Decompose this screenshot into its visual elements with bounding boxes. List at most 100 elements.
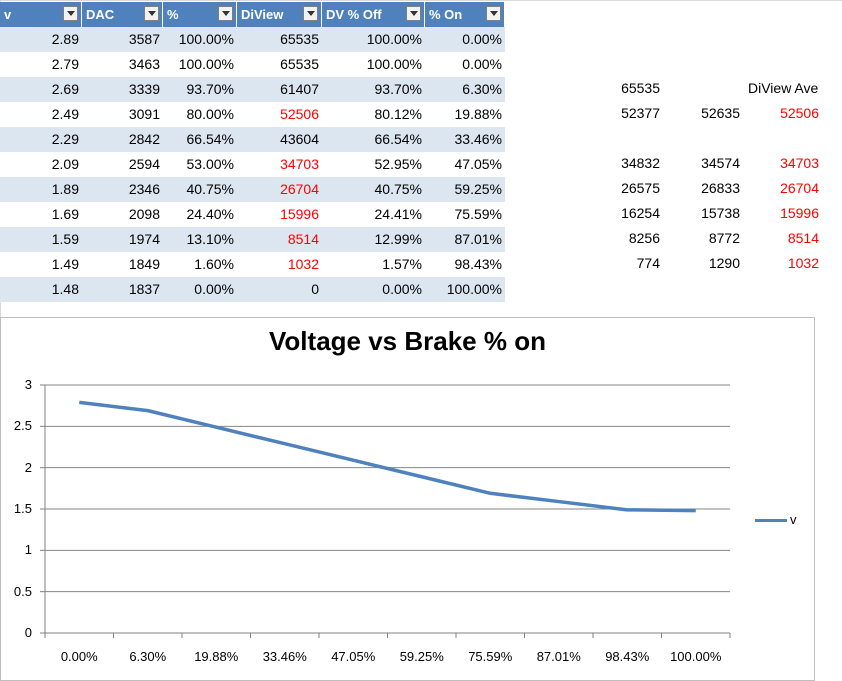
filter-dropdown-icon[interactable] [63,6,78,21]
cell-dac[interactable]: 3091 [128,106,160,122]
side-cell[interactable]: 8514 [787,230,819,246]
cell-pct-on[interactable]: 98.43% [454,256,502,272]
cell-dac[interactable]: 3339 [128,81,160,97]
side-cell[interactable]: 52635 [701,105,740,121]
chart-title: Voltage vs Brake % on [269,326,546,356]
side-cell[interactable]: 1032 [787,255,819,271]
cell-dv-off[interactable]: 40.75% [374,181,422,197]
diview-ave-header[interactable]: DiView Ave [748,80,819,96]
filter-dropdown-icon[interactable] [218,6,233,21]
cell-dac[interactable]: 2346 [128,181,160,197]
cell-pct[interactable]: 0.00% [194,281,234,297]
side-cell[interactable]: 15738 [701,205,740,221]
cell-v[interactable]: 1.89 [51,181,79,197]
cell-pct-on[interactable]: 33.46% [454,131,502,147]
x-tick-label: 87.01% [536,649,581,664]
cell-pct-on[interactable]: 47.05% [454,156,502,172]
cell-dac[interactable]: 2594 [128,156,160,172]
cell-diview[interactable]: 34703 [280,156,319,172]
side-cell[interactable]: 52377 [621,105,660,121]
header-dv-off: DV % Off [322,2,425,27]
cell-pct[interactable]: 100.00% [178,56,234,72]
cell-dv-off[interactable]: 80.12% [374,106,422,122]
cell-pct-on[interactable]: 59.25% [454,181,502,197]
cell-diview[interactable]: 65535 [280,31,319,47]
cell-pct-on[interactable]: 0.00% [462,56,502,72]
side-cell[interactable]: 16254 [621,205,660,221]
cell-diview[interactable]: 61407 [280,81,319,97]
cell-dac[interactable]: 1837 [128,281,160,297]
chart-area[interactable] [0,317,815,681]
cell-pct[interactable]: 80.00% [186,106,234,122]
cell-dac[interactable]: 3587 [128,31,160,47]
cell-dac[interactable]: 1849 [128,256,160,272]
cell-pct[interactable]: 40.75% [186,181,234,197]
cell-v[interactable]: 1.59 [51,231,79,247]
cell-diview[interactable]: 43604 [280,131,319,147]
cell-dv-off[interactable]: 66.54% [374,131,422,147]
cell-v[interactable]: 2.89 [51,31,79,47]
cell-dac[interactable]: 2098 [128,206,160,222]
cell-dac[interactable]: 3463 [128,56,160,72]
side-cell[interactable]: 65535 [621,80,660,96]
filter-dropdown-icon[interactable] [303,6,318,21]
side-cell[interactable]: 26575 [621,180,660,196]
filter-dropdown-icon[interactable] [486,6,501,21]
cell-pct[interactable]: 100.00% [178,31,234,47]
cell-dv-off[interactable]: 100.00% [366,31,422,47]
cell-v[interactable]: 2.79 [51,56,79,72]
cell-dv-off[interactable]: 93.70% [374,81,422,97]
cell-dv-off[interactable]: 24.41% [374,206,422,222]
cell-dv-off[interactable]: 52.95% [374,156,422,172]
cell-v[interactable]: 2.09 [51,156,79,172]
cell-pct-on[interactable]: 87.01% [454,231,502,247]
cell-diview[interactable]: 15996 [280,206,319,222]
side-cell[interactable]: 52506 [780,105,819,121]
cell-dv-off[interactable]: 100.00% [366,56,422,72]
cell-v[interactable]: 2.69 [51,81,79,97]
cell-diview[interactable]: 8514 [287,231,319,247]
cell-pct-on[interactable]: 100.00% [446,281,502,297]
cell-diview[interactable]: 1032 [287,256,319,272]
side-cell[interactable]: 34832 [621,155,660,171]
cell-diview[interactable]: 0 [311,281,319,297]
side-cell[interactable]: 15996 [780,205,819,221]
cell-v[interactable]: 1.69 [51,206,79,222]
side-cell[interactable]: 26833 [701,180,740,196]
side-cell[interactable]: 34703 [780,155,819,171]
cell-pct-on[interactable]: 75.59% [454,206,502,222]
cell-diview[interactable]: 26704 [280,181,319,197]
filter-dropdown-icon[interactable] [406,6,421,21]
cell-diview[interactable]: 52506 [280,106,319,122]
filter-dropdown-icon[interactable] [144,6,159,21]
series-line-v [79,400,696,513]
cell-pct[interactable]: 53.00% [186,156,234,172]
cell-pct-on[interactable]: 0.00% [462,31,502,47]
side-cell[interactable]: 8256 [628,230,660,246]
cell-pct-on[interactable]: 6.30% [462,81,502,97]
side-cell[interactable]: 26704 [780,180,819,196]
cell-dac[interactable]: 1974 [128,231,160,247]
cell-pct[interactable]: 13.10% [186,231,234,247]
side-cell[interactable]: 8772 [708,230,740,246]
table-row [0,27,505,52]
cell-v[interactable]: 2.49 [51,106,79,122]
cell-pct[interactable]: 24.40% [186,206,234,222]
cell-pct[interactable]: 66.54% [186,131,234,147]
cell-dac[interactable]: 2842 [128,131,160,147]
side-cell[interactable]: 1290 [708,255,740,271]
cell-pct[interactable]: 93.70% [186,81,234,97]
cell-v[interactable]: 1.49 [51,256,79,272]
cell-diview[interactable]: 65535 [280,56,319,72]
cell-pct-on[interactable]: 19.88% [454,106,502,122]
cell-v[interactable]: 2.29 [51,131,79,147]
cell-pct[interactable]: 1.60% [194,256,234,272]
cell-dv-off[interactable]: 1.57% [382,256,422,272]
cell-dv-off[interactable]: 0.00% [382,281,422,297]
side-cell[interactable]: 774 [636,255,660,271]
cell-v[interactable]: 1.48 [51,281,79,297]
cell-dv-off[interactable]: 12.99% [374,231,422,247]
y-tick-label: 1.5 [13,501,32,516]
x-tick-label: 59.25% [399,649,444,664]
side-cell[interactable]: 34574 [701,155,740,171]
